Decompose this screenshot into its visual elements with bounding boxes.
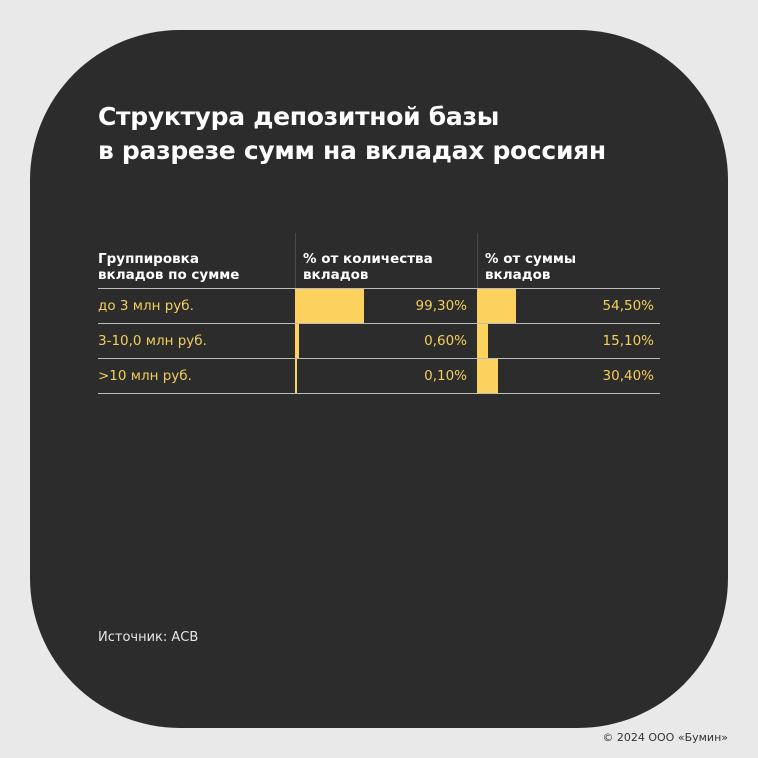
title-line-1: Структура депозитной базы <box>98 102 500 131</box>
sum-value: 30,40% <box>602 368 654 384</box>
row-label: >10 млн руб. <box>98 368 192 384</box>
count-bar <box>295 289 364 324</box>
chart-card <box>30 30 728 728</box>
sum-bar <box>477 324 488 359</box>
sum-bar <box>477 289 516 324</box>
row-divider <box>98 323 660 324</box>
row-divider <box>98 358 660 359</box>
source-note: Источник: АСВ <box>98 630 199 645</box>
row-label: 3-10,0 млн руб. <box>98 333 207 349</box>
column-separator <box>477 233 478 288</box>
table-row: 3-10,0 млн руб. 0,60% 15,10% <box>98 324 660 359</box>
table-row: до 3 млн руб. 99,30% 54,50% <box>98 289 660 324</box>
title-line-2: в разрезе сумм на вкладах россиян <box>98 136 606 165</box>
count-bar <box>295 359 297 394</box>
row-divider <box>98 393 660 394</box>
sum-bar <box>477 359 498 394</box>
sum-value: 54,50% <box>602 298 654 314</box>
header-divider <box>98 288 660 289</box>
table-row: >10 млн руб. 0,10% 30,40% <box>98 359 660 394</box>
row-label: до 3 млн руб. <box>98 298 194 314</box>
count-bar <box>295 324 299 359</box>
copyright-notice: © 2024 ООО «Бумин» <box>602 731 728 744</box>
chart-title: Структура депозитной базы в разрезе сумм… <box>98 100 606 168</box>
count-value: 99,30% <box>415 298 467 314</box>
header-count-pct: % от количества вкладов <box>303 251 433 283</box>
column-separator <box>295 233 296 288</box>
count-value: 0,60% <box>424 333 467 349</box>
header-sum-pct: % от суммы вкладов <box>485 251 577 283</box>
count-value: 0,10% <box>424 368 467 384</box>
sum-value: 15,10% <box>602 333 654 349</box>
header-grouping: Группировка вкладов по сумме <box>98 251 240 283</box>
